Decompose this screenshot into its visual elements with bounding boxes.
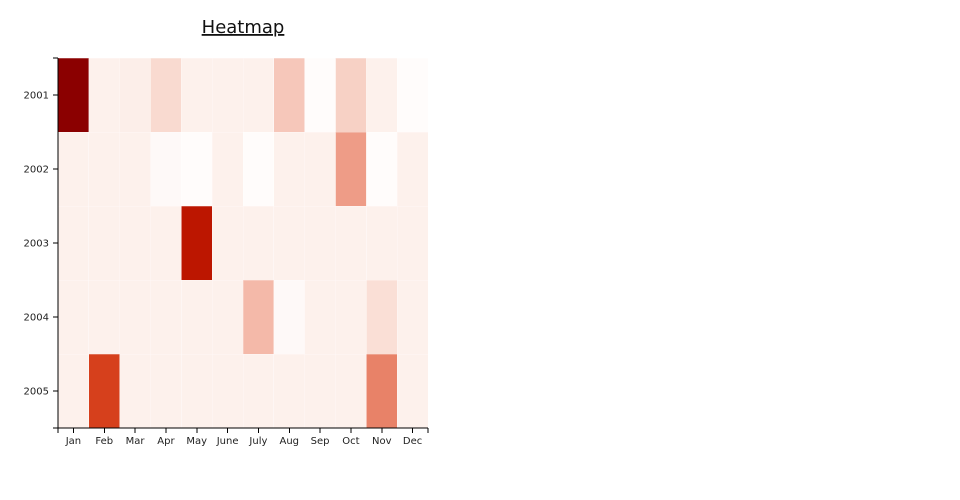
heatmap-cell-2001-dec [396,57,429,133]
x-tick-label-mar: Mar [126,436,146,447]
heatmap-cell-2002-nov [366,131,398,207]
heatmap-cell-2001-aug [273,57,305,133]
heatmap-cell-2005-dec [396,353,429,429]
heatmap-cell-2002-jan [57,131,90,207]
x-tick-label-apr: Apr [157,436,175,447]
y-tick-label-2001: 2001 [24,91,49,102]
y-tick-label-2005: 2005 [24,387,49,398]
heatmap-cell-2001-may [181,57,213,133]
heatmap-cell-2005-june [211,353,244,429]
heatmap-cell-2004-jan [57,279,90,355]
x-tick-label-june: June [216,436,239,447]
heatmap-cell-2003-jan [57,205,90,281]
heatmap-cell-2002-aug [273,131,305,207]
heatmap-cell-2003-oct [335,205,367,281]
heatmap-cell-2001-june [211,57,244,133]
heatmap-cell-2001-oct [335,57,367,133]
heatmap-cell-2005-nov [366,353,398,429]
heatmap-cell-2004-mar [119,279,151,355]
heatmap-cell-2004-feb [88,279,120,355]
heatmap-cell-2004-july [242,279,275,355]
heatmap-cell-2002-july [242,131,275,207]
heatmap-cell-2004-june [211,279,244,355]
heatmap-cell-2003-july [242,205,275,281]
x-tick-label-dec: Dec [403,436,422,447]
x-tick-label-sep: Sep [311,436,330,447]
heatmap-cell-2003-dec [396,205,429,281]
heatmap-cell-2003-mar [119,205,151,281]
heatmap-cell-2001-sep [304,57,336,133]
y-tick-label-2002: 2002 [24,165,49,176]
x-tick-label-july: July [248,436,267,447]
heatmap-cell-2003-aug [273,205,305,281]
x-tick-label-jan: Jan [65,436,81,447]
heatmap-cell-2003-may [181,205,213,281]
heatmap-cell-2003-apr [150,205,182,281]
heatmap-cell-2001-feb [88,57,120,133]
heatmap-cell-2005-sep [304,353,336,429]
heatmap-cell-2004-nov [366,279,398,355]
heatmap-cell-2002-june [211,131,244,207]
x-tick-label-nov: Nov [372,436,392,447]
heatmap-cell-2002-may [181,131,213,207]
heatmap-cell-2003-nov [366,205,398,281]
heatmap-cell-2002-dec [396,131,429,207]
x-tick-label-feb: Feb [95,436,113,447]
heatmap-cells [57,57,429,429]
heatmap-cell-2001-july [242,57,275,133]
heatmap-cell-2005-july [242,353,275,429]
chart-title: Heatmap [202,17,285,38]
heatmap-cell-2003-sep [304,205,336,281]
heatmap-cell-2002-apr [150,131,182,207]
x-tick-label-oct: Oct [342,436,359,447]
heatmap-cell-2001-mar [119,57,151,133]
heatmap-cell-2005-apr [150,353,182,429]
x-tick-label-may: May [186,436,207,447]
heatmap-cell-2004-oct [335,279,367,355]
y-axis: 2001 2002 2003 2004 2005 [24,57,59,429]
x-axis: Jan Feb Mar Apr May June July Aug Sep Oct Nov Dec [57,427,429,447]
heatmap-cell-2005-mar [119,353,151,429]
x-tick-label-aug: Aug [279,436,299,447]
heatmap-cell-2001-nov [366,57,398,133]
heatmap-cell-2005-aug [273,353,305,429]
heatmap-cell-2005-feb [88,353,120,429]
heatmap-cell-2002-sep [304,131,336,207]
heatmap-cell-2005-jan [57,353,90,429]
y-tick-label-2004: 2004 [24,313,49,324]
heatmap-cell-2002-mar [119,131,151,207]
heatmap-cell-2003-june [211,205,244,281]
heatmap-cell-2004-may [181,279,213,355]
heatmap-cell-2003-feb [88,205,120,281]
heatmap-cell-2005-oct [335,353,367,429]
y-tick-label-2003: 2003 [24,239,49,250]
heatmap-cell-2004-aug [273,279,305,355]
heatmap-cell-2005-may [181,353,213,429]
heatmap-cell-2004-sep [304,279,336,355]
heatmap-cell-2004-apr [150,279,182,355]
heatmap-cell-2002-oct [335,131,367,207]
heatmap-cell-2004-dec [396,279,429,355]
heatmap-cell-2001-apr [150,57,182,133]
heatmap-cell-2001-jan [57,57,90,133]
heatmap-cell-2002-feb [88,131,120,207]
